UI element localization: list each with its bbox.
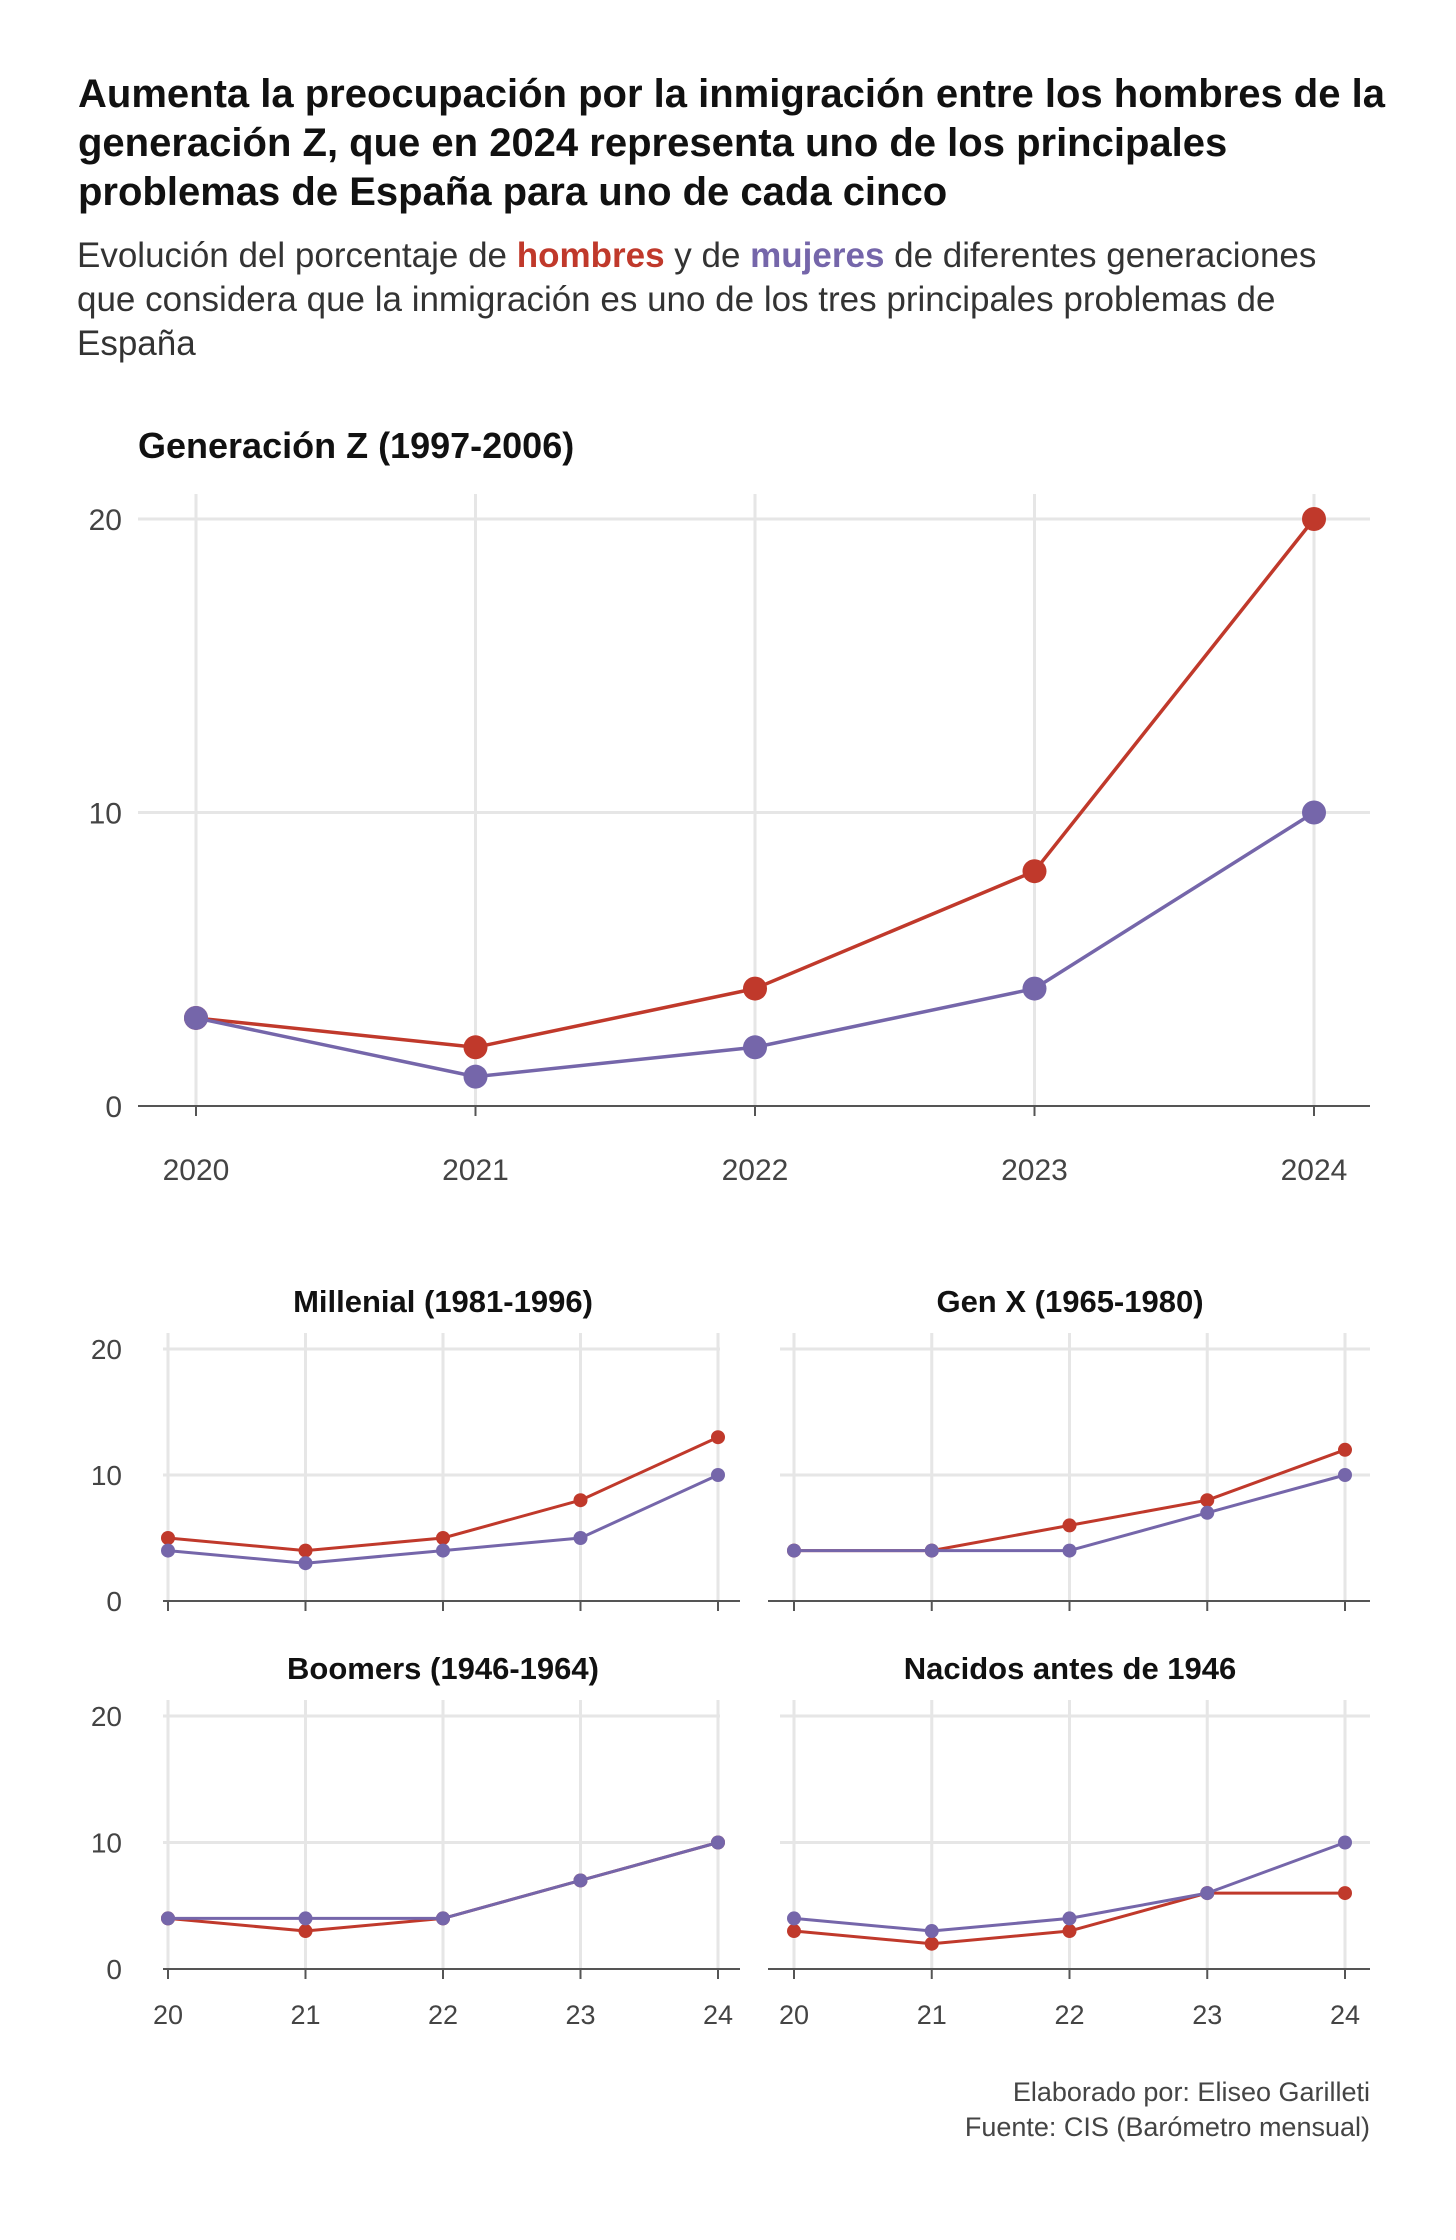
- y-tick-label: 0: [106, 1586, 122, 1617]
- panel-title: Nacidos antes de 1946: [904, 1651, 1237, 1686]
- data-point-hombres: [743, 976, 767, 1001]
- data-point-mujeres: [161, 1543, 175, 1558]
- x-tick-label: 2024: [1281, 1154, 1348, 1187]
- data-point-mujeres: [1338, 1468, 1352, 1482]
- data-point-mujeres: [924, 1543, 939, 1558]
- panel-title: Generación Z (1997-2006): [138, 425, 574, 466]
- y-tick-label: 10: [89, 797, 122, 830]
- subtitle-text-3: de diferentes generaciones que considera…: [77, 236, 1317, 363]
- data-point-mujeres: [573, 1873, 588, 1888]
- x-tick-label: 21: [290, 2000, 320, 2030]
- data-point-hombres: [1022, 859, 1047, 884]
- data-point-hombres: [1062, 1518, 1077, 1533]
- data-point-mujeres: [787, 1543, 801, 1558]
- data-point-mujeres: [161, 1911, 175, 1926]
- source-credit: Fuente: CIS (Barómetro mensual): [964, 2112, 1370, 2142]
- data-point-mujeres: [436, 1543, 450, 1558]
- data-point-mujeres: [1022, 976, 1047, 1001]
- data-point-hombres: [161, 1531, 175, 1545]
- data-point-hombres: [436, 1531, 450, 1545]
- credits: Elaborado por: Eliseo Garilleti Fuente: …: [965, 2075, 1370, 2145]
- data-point-mujeres: [1338, 1835, 1352, 1850]
- subtitle-women-label: mujeres: [750, 236, 885, 275]
- x-tick-label: 2023: [1001, 1154, 1068, 1187]
- y-tick-label: 20: [91, 1334, 122, 1365]
- data-point-hombres: [1338, 1886, 1352, 1901]
- data-point-mujeres: [298, 1556, 313, 1571]
- y-tick-label: 10: [91, 1460, 122, 1491]
- data-point-mujeres: [436, 1911, 450, 1926]
- data-point-mujeres: [1200, 1886, 1215, 1901]
- x-tick-label: 23: [1192, 2000, 1222, 2030]
- y-tick-label: 0: [105, 1091, 122, 1124]
- x-tick-label: 22: [1054, 2000, 1084, 2030]
- data-point-hombres: [573, 1493, 588, 1508]
- data-point-mujeres: [711, 1835, 725, 1850]
- x-tick-label: 23: [565, 2000, 595, 2030]
- x-tick-label: 2021: [442, 1154, 509, 1187]
- x-tick-label: 2020: [163, 1154, 230, 1187]
- data-point-hombres: [463, 1035, 488, 1060]
- data-point-mujeres: [743, 1035, 767, 1060]
- x-tick-label: 24: [1330, 2000, 1360, 2030]
- x-tick-label: 22: [428, 2000, 458, 2030]
- data-point-mujeres: [298, 1911, 313, 1926]
- data-point-mujeres: [1062, 1543, 1077, 1558]
- x-tick-label: 21: [917, 2000, 947, 2030]
- data-point-mujeres: [463, 1064, 488, 1089]
- subtitle-text-2: y de: [664, 236, 751, 275]
- y-tick-label: 20: [89, 504, 122, 537]
- panel-nacidos-antes-1946: Nacidos antes de 1946 20 21 22 23 24: [768, 1651, 1370, 2030]
- data-point-hombres: [1062, 1924, 1077, 1939]
- author-credit: Elaborado por: Eliseo Garilleti: [1012, 2077, 1370, 2107]
- data-point-mujeres: [1302, 800, 1326, 825]
- subtitle-text-1: Evolución del porcentaje de: [77, 236, 517, 275]
- panel-millenial: Millenial (1981-1996) 0 10 20: [91, 1284, 740, 1617]
- data-point-mujeres: [711, 1468, 725, 1482]
- panel-boomers: Boomers (1946-1964) 0 10 20 20 21 22 23 24: [91, 1651, 740, 2030]
- subtitle-men-label: hombres: [516, 236, 665, 275]
- data-point-mujeres: [787, 1911, 801, 1926]
- panel-title: Millenial (1981-1996): [293, 1284, 593, 1319]
- data-point-hombres: [924, 1936, 939, 1951]
- x-tick-label: 20: [153, 2000, 183, 2030]
- data-point-hombres: [298, 1543, 313, 1558]
- data-point-hombres: [787, 1924, 801, 1939]
- data-point-mujeres: [924, 1924, 939, 1939]
- data-point-mujeres: [184, 1005, 208, 1030]
- y-tick-label: 0: [106, 1954, 122, 1985]
- data-point-hombres: [711, 1430, 725, 1445]
- panel-title: Gen X (1965-1980): [936, 1284, 1203, 1319]
- data-point-mujeres: [1062, 1911, 1077, 1926]
- y-tick-label: 10: [91, 1828, 122, 1859]
- x-tick-label: 20: [779, 2000, 809, 2030]
- panel-gen-x: Gen X (1965-1980): [768, 1284, 1370, 1611]
- chart-title: Aumenta la preocupación por la inmigraci…: [78, 72, 1385, 214]
- data-point-hombres: [1338, 1442, 1352, 1457]
- panel-title: Boomers (1946-1964): [287, 1651, 599, 1686]
- data-point-hombres: [1302, 507, 1326, 531]
- data-point-mujeres: [573, 1531, 588, 1545]
- x-tick-label: 24: [703, 2000, 733, 2030]
- data-point-mujeres: [1200, 1505, 1215, 1520]
- data-point-hombres: [298, 1924, 313, 1939]
- data-point-hombres: [1200, 1493, 1215, 1508]
- chart-subtitle: Evolución del porcentaje de hombres y de…: [77, 234, 1377, 366]
- y-tick-label: 20: [91, 1701, 122, 1732]
- x-tick-label: 2022: [722, 1154, 789, 1187]
